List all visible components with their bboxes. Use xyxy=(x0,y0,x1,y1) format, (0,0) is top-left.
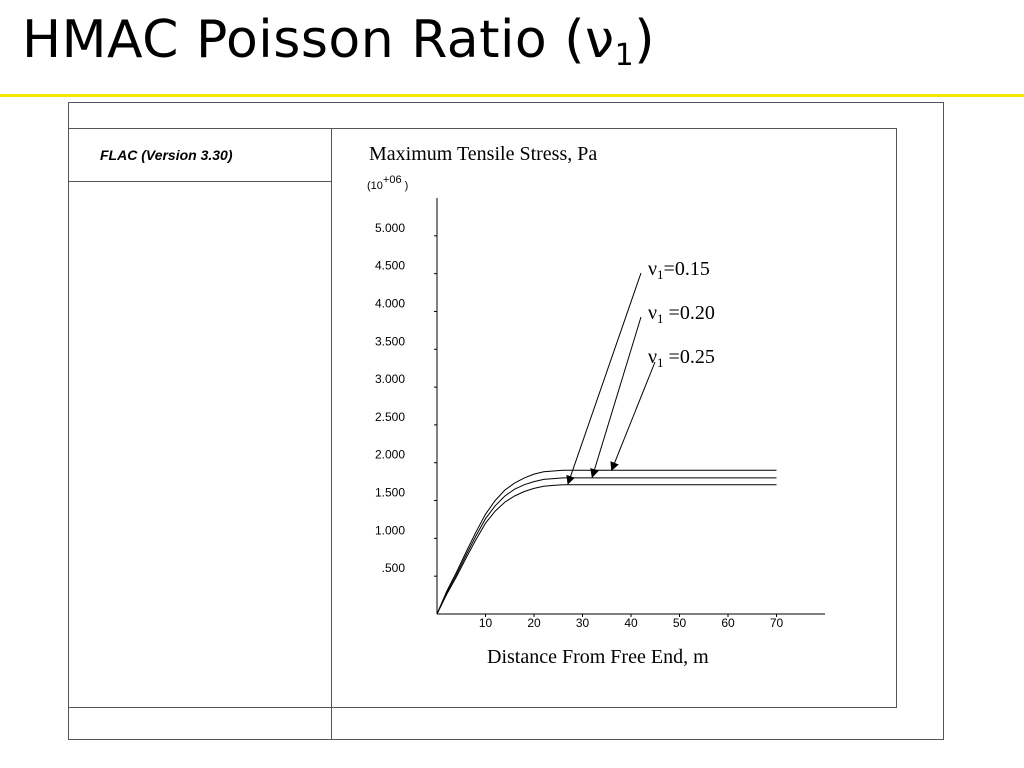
y-tick-label: 2.500 xyxy=(375,410,405,424)
x-tick-label: 50 xyxy=(673,616,687,630)
label-box-rule xyxy=(68,181,332,182)
series-line-1 xyxy=(436,469,777,615)
x-tick-label: 20 xyxy=(527,616,541,630)
plot-frame-divider xyxy=(331,128,332,740)
x-tick-label: 70 xyxy=(770,616,784,630)
plot-frame-inner xyxy=(68,128,897,708)
y-multiplier: (10+06 ) xyxy=(367,174,408,192)
annotation-subscript: 1 xyxy=(657,267,664,282)
y-tick-label: 2.000 xyxy=(375,448,405,462)
series-annotation: ν1 =0.25 xyxy=(648,346,715,371)
title-underline xyxy=(0,94,1024,97)
y-tick-label: 5.000 xyxy=(375,221,405,235)
x-axis-label: Distance From Free End, m xyxy=(487,646,709,668)
annotation-subscript: 1 xyxy=(657,311,664,326)
x-tick-label: 40 xyxy=(624,616,638,630)
x-tick-label: 10 xyxy=(479,616,493,630)
y-multiplier-base: (10 xyxy=(367,180,383,192)
series-line-2 xyxy=(436,477,777,615)
annotation-symbol: ν xyxy=(648,302,658,324)
annotation-value: =0.20 xyxy=(663,302,715,324)
annotation-arrow xyxy=(566,272,642,485)
series-line-3 xyxy=(436,484,777,615)
annotation-subscript: 1 xyxy=(657,355,664,370)
x-tick-label: 60 xyxy=(721,616,735,630)
annotation-symbol: ν xyxy=(648,346,658,368)
y-multiplier-exponent: +06 xyxy=(382,174,402,186)
slide-title-close: ) xyxy=(634,10,655,70)
y-tick-label: 1.500 xyxy=(375,486,405,500)
y-tick-label: .500 xyxy=(382,561,406,575)
y-tick-label: 1.000 xyxy=(375,523,405,537)
slide-title-subscript: 1 xyxy=(614,38,635,73)
software-label: FLAC (Version 3.30) xyxy=(100,147,233,163)
annotation-value: =0.15 xyxy=(663,258,710,280)
annotation-arrow xyxy=(610,361,656,472)
y-tick-label: 4.500 xyxy=(375,259,405,273)
slide-title-text: HMAC Poisson Ratio (ν xyxy=(22,10,615,70)
annotation-value: =0.25 xyxy=(663,346,715,368)
chart-title: Maximum Tensile Stress, Pa xyxy=(369,143,598,165)
y-tick-label: 3.500 xyxy=(375,334,405,348)
x-tick-label: 30 xyxy=(576,616,590,630)
series-annotation: ν1=0.15 xyxy=(648,258,710,283)
y-tick-label: 3.000 xyxy=(375,372,405,386)
annotation-symbol: ν xyxy=(648,258,658,280)
series-annotation: ν1 =0.20 xyxy=(648,302,715,327)
y-multiplier-close: ) xyxy=(401,180,409,192)
slide-title: HMAC Poisson Ratio (ν1) xyxy=(22,10,655,73)
y-tick-label: 4.000 xyxy=(375,296,405,310)
annotation-arrow xyxy=(590,316,642,478)
